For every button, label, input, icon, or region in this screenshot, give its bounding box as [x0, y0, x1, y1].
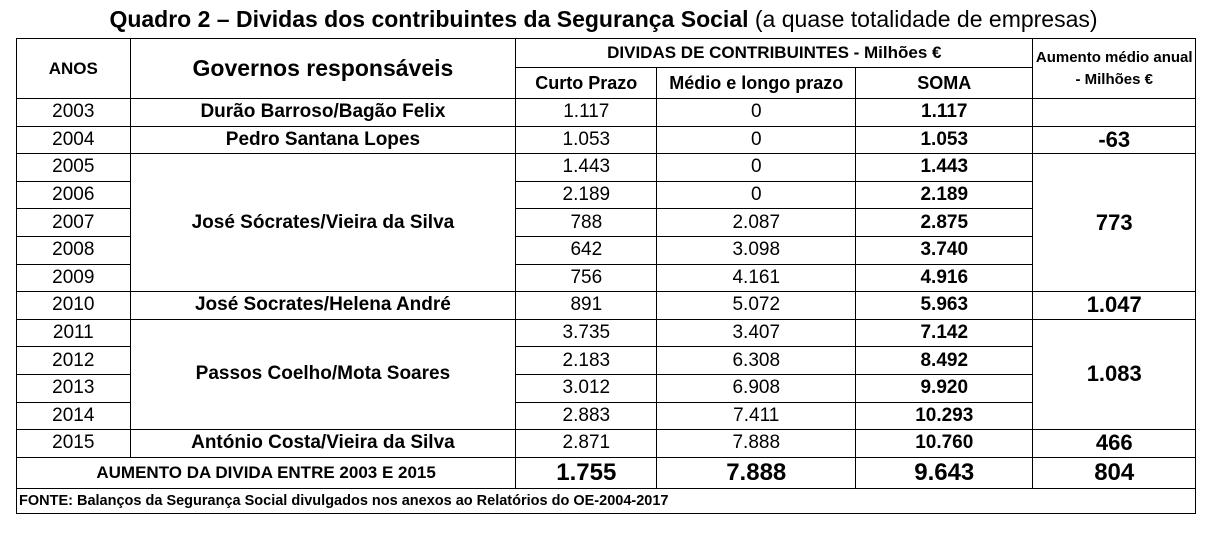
soma-cell: 1.117: [855, 98, 1034, 127]
year-cell: 2003: [16, 98, 131, 127]
debt-table: ANOS Governos responsáveis DIVIDAS DE CO…: [15, 38, 1196, 514]
soma-cell: 2.875: [855, 208, 1034, 237]
soma-cell: 4.916: [855, 263, 1034, 293]
government-cell: José Sócrates/Vieira da Silva: [129, 153, 517, 293]
government-cell: António Costa/Vieira da Silva: [129, 429, 517, 458]
soma-cell: 1.443: [855, 153, 1034, 182]
soma-cell: 5.963: [855, 291, 1034, 320]
aumento-cell: -63: [1032, 125, 1196, 155]
government-cell: Passos Coelho/Mota Soares: [129, 318, 517, 431]
aumento-cell: 466: [1032, 429, 1196, 458]
table-title-bold: Quadro 2 – Dividas dos contribuintes da …: [109, 6, 749, 32]
table-row: 2003 Durão Barroso/Bagão Felix 1.117 0 1…: [16, 98, 1196, 127]
medio-cell: 7.411: [656, 401, 857, 431]
medio-cell: 0: [656, 180, 857, 210]
medio-cell: 6.908: [656, 373, 857, 403]
medio-cell: 7.888: [656, 429, 857, 458]
curto-cell: 1.443: [515, 153, 658, 182]
curto-cell: 2.871: [515, 429, 658, 458]
curto-cell: 642: [515, 235, 658, 265]
table-row: 2005 José Sócrates/Vieira da Silva 1.443…: [16, 153, 1196, 293]
year-cell: 2005: [16, 153, 131, 182]
medio-cell: 6.308: [656, 346, 857, 375]
curto-cell: 3.735: [515, 318, 658, 348]
medio-cell: 0: [656, 153, 857, 182]
year-cell: 2007: [16, 208, 131, 237]
table-row: 2008 642 3.098 3.740: [16, 235, 1196, 265]
source-row: FONTE: Balanços da Segurança Social divu…: [16, 487, 1196, 514]
header-aumento: Aumento médio anual - Milhões €: [1032, 38, 1196, 99]
total-row: AUMENTO DA DIVIDA ENTRE 2003 E 2015 1.75…: [15, 456, 1196, 489]
soma-cell: 7.142: [855, 318, 1034, 348]
medio-cell: 3.098: [656, 235, 857, 265]
soma-cell: 2.189: [855, 180, 1034, 210]
curto-cell: 1.117: [515, 98, 658, 127]
curto-cell: 891: [515, 291, 658, 320]
government-cell: Pedro Santana Lopes: [129, 125, 517, 155]
total-curto: 1.755: [515, 456, 658, 489]
medio-cell: 2.087: [656, 208, 857, 237]
header-medio-longo: Médio e longo prazo: [656, 67, 857, 99]
total-medio: 7.888: [656, 456, 857, 489]
aumento-cell: 1.047: [1032, 291, 1196, 320]
aumento-cell: 773: [1032, 153, 1196, 293]
soma-cell: 9.920: [855, 373, 1034, 403]
aumento-cell: [1032, 98, 1196, 127]
curto-cell: 3.012: [515, 373, 658, 403]
curto-cell: 2.189: [515, 180, 658, 210]
soma-cell: 10.760: [855, 429, 1034, 458]
header-dividas: DIVIDAS DE CONTRIBUINTES - Milhões €: [515, 38, 1034, 68]
header-governos: Governos responsáveis: [129, 38, 517, 99]
year-cell: 2008: [16, 235, 131, 265]
table-row: 2007 788 2.087 2.875: [16, 208, 1196, 237]
year-cell: 2010: [16, 291, 131, 320]
government-cell: José Socrates/Helena André: [129, 291, 517, 320]
soma-cell: 8.492: [855, 346, 1034, 375]
table-title-note: (a quase totalidade de empresas): [748, 6, 1098, 32]
year-cell: 2012: [16, 346, 131, 375]
table-row: 2011 Passos Coelho/Mota Soares 3.735 3.4…: [16, 318, 1196, 431]
curto-cell: 756: [515, 263, 658, 293]
medio-cell: 0: [656, 125, 857, 155]
curto-cell: 2.183: [515, 346, 658, 375]
year-cell: 2004: [16, 125, 131, 155]
header-anos: ANOS: [16, 38, 131, 99]
year-cell: 2011: [16, 318, 131, 348]
government-cell: Durão Barroso/Bagão Felix: [129, 98, 517, 127]
year-cell: 2006: [16, 180, 131, 210]
soma-cell: 10.293: [855, 401, 1034, 431]
curto-cell: 788: [515, 208, 658, 237]
medio-cell: 5.072: [656, 291, 857, 320]
total-soma: 9.643: [855, 456, 1034, 489]
total-label: AUMENTO DA DIVIDA ENTRE 2003 E 2015: [15, 456, 517, 489]
aumento-cell: 1.083: [1032, 318, 1196, 431]
year-cell: 2014: [16, 401, 131, 431]
table-row: 2012 2.183 6.308 8.492: [16, 346, 1196, 375]
curto-cell: 1.053: [515, 125, 658, 155]
soma-cell: 3.740: [855, 235, 1034, 265]
medio-cell: 3.407: [656, 318, 857, 348]
header-curto-prazo: Curto Prazo: [515, 67, 658, 99]
table-row: 2004 Pedro Santana Lopes 1.053 0 1.053 -…: [16, 125, 1196, 155]
medio-cell: 4.161: [656, 263, 857, 293]
table-title: Quadro 2 – Dividas dos contribuintes da …: [0, 6, 1207, 32]
table-row: 2015 António Costa/Vieira da Silva 2.871…: [16, 429, 1196, 458]
total-aumento: 804: [1032, 456, 1196, 489]
table-row: 2010 José Socrates/Helena André 891 5.07…: [16, 291, 1196, 320]
year-cell: 2015: [16, 429, 131, 458]
header-soma: SOMA: [855, 67, 1034, 99]
year-cell: 2009: [16, 263, 131, 293]
year-cell: 2013: [16, 373, 131, 403]
soma-cell: 1.053: [855, 125, 1034, 155]
source-note: FONTE: Balanços da Segurança Social divu…: [16, 487, 1196, 514]
medio-cell: 0: [656, 98, 857, 127]
curto-cell: 2.883: [515, 401, 658, 431]
